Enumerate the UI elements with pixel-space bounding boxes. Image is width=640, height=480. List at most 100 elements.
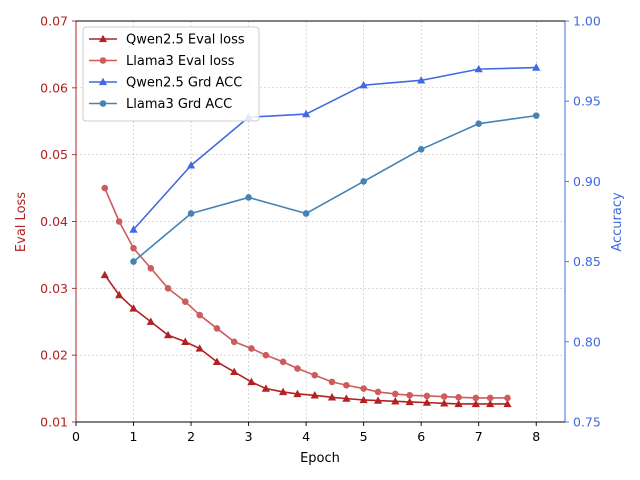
data-point-0-20 xyxy=(422,398,432,406)
data-point-0-4 xyxy=(163,330,173,339)
data-point-0-2 xyxy=(129,304,138,312)
data-point-2-4 xyxy=(359,80,368,89)
legend: Qwen2.5 Eval loss Llama3 Eval loss Qwen2.5… xyxy=(82,26,260,122)
data-point-3-5 xyxy=(417,146,425,153)
right-y-axis-title: Accuracy xyxy=(610,192,625,252)
data-point-1-3 xyxy=(147,264,155,272)
series-1 xyxy=(101,184,511,402)
right-y-tick-label-1: 0.80 xyxy=(573,334,601,349)
legend-entry-0: Qwen2.5 Eval loss xyxy=(89,33,245,48)
data-point-0-25 xyxy=(503,399,512,408)
right-y-tick-label-5: 1.00 xyxy=(573,14,601,29)
x-tick-label-2: 2 xyxy=(187,429,195,444)
left-y-axis-title: Eval Loss xyxy=(14,192,29,252)
legend-entry-2: Qwen2.5 Grd ACC xyxy=(89,76,242,91)
legend-marker-3 xyxy=(99,100,107,107)
data-point-0-17 xyxy=(373,396,383,404)
data-point-1-14 xyxy=(328,378,336,386)
right-y-tick-label-0: 0.75 xyxy=(573,415,601,430)
data-point-0-13 xyxy=(310,391,319,399)
data-point-2-0 xyxy=(129,225,138,233)
data-point-1-17 xyxy=(374,388,382,396)
data-point-1-1 xyxy=(115,218,123,225)
data-point-3-7 xyxy=(532,112,540,119)
data-point-2-6 xyxy=(474,64,483,73)
series-layer xyxy=(100,63,541,408)
data-point-2-7 xyxy=(532,63,541,71)
data-point-1-25 xyxy=(504,394,511,402)
data-point-1-18 xyxy=(391,390,399,398)
data-point-0-8 xyxy=(230,367,239,376)
legend-marker-2 xyxy=(98,77,108,86)
series-line-3 xyxy=(133,114,537,263)
x-tick-label-3: 3 xyxy=(245,429,253,444)
x-tick-label-1: 1 xyxy=(130,429,138,444)
right-y-tick-label-2: 0.85 xyxy=(573,254,601,269)
x-tick-label-4: 4 xyxy=(302,429,310,444)
data-point-3-4 xyxy=(360,178,367,185)
data-point-1-11 xyxy=(279,358,287,366)
series-3 xyxy=(130,112,540,265)
data-point-0-14 xyxy=(327,393,337,401)
right-y-tick-label-3: 0.90 xyxy=(573,174,601,189)
data-point-0-23 xyxy=(471,399,480,408)
data-point-2-1 xyxy=(186,161,196,169)
left-y-tick-label-1: 0.02 xyxy=(40,348,68,363)
data-point-1-8 xyxy=(230,338,238,346)
data-point-0-19 xyxy=(405,397,414,406)
data-point-1-20 xyxy=(423,392,431,400)
right-y-tick-label-4: 0.95 xyxy=(573,94,601,109)
legend-entry-3: Llama3 Grd ACC xyxy=(89,97,232,112)
series-0 xyxy=(100,270,512,408)
x-tick-label-8: 8 xyxy=(532,429,540,444)
legend-marker-1 xyxy=(99,57,107,64)
data-point-0-0 xyxy=(100,270,109,279)
x-axis-title: Epoch xyxy=(300,451,340,466)
data-point-1-0 xyxy=(101,184,109,192)
data-point-3-3 xyxy=(302,210,310,217)
tick-marks-and-labels: 0 1 2 3 4 5 6 7 8 0.01 0.02 0.03 0.04 0.05 0.06 0.07 0.7… xyxy=(40,14,601,445)
data-point-1-2 xyxy=(130,244,137,252)
data-point-3-1 xyxy=(187,210,195,217)
data-point-0-7 xyxy=(212,357,222,366)
data-point-1-16 xyxy=(360,385,367,392)
data-point-2-3 xyxy=(302,109,311,118)
data-point-1-4 xyxy=(164,285,172,292)
data-point-0-24 xyxy=(486,399,495,408)
data-point-0-5 xyxy=(181,337,190,345)
legend-label-1: Llama3 Eval loss xyxy=(126,54,235,69)
data-point-1-23 xyxy=(472,394,480,402)
data-point-2-5 xyxy=(417,76,426,84)
left-y-tick-label-3: 0.04 xyxy=(40,214,68,229)
data-point-0-18 xyxy=(391,397,400,405)
data-point-1-9 xyxy=(248,345,255,352)
legend-marker-0 xyxy=(98,34,108,43)
data-point-0-22 xyxy=(454,399,463,408)
left-y-tick-label-2: 0.03 xyxy=(40,281,68,296)
data-point-1-7 xyxy=(213,325,221,332)
data-point-0-21 xyxy=(440,399,449,407)
x-tick-label-6: 6 xyxy=(417,429,425,444)
data-point-1-5 xyxy=(182,298,189,306)
left-y-tick-label-0: 0.01 xyxy=(40,415,68,430)
data-point-1-13 xyxy=(311,371,319,379)
data-point-0-9 xyxy=(247,377,256,386)
data-point-0-1 xyxy=(115,290,124,299)
data-point-0-3 xyxy=(146,317,155,325)
data-point-0-10 xyxy=(261,384,270,392)
x-tick-label-0: 0 xyxy=(72,429,80,444)
legend-entry-1: Llama3 Eval loss xyxy=(89,54,235,69)
data-point-1-24 xyxy=(486,394,494,402)
data-point-0-6 xyxy=(195,344,204,352)
data-point-1-19 xyxy=(406,391,413,399)
series-2 xyxy=(129,63,541,233)
x-tick-label-7: 7 xyxy=(475,429,483,444)
series-line-2 xyxy=(132,66,537,231)
data-point-3-6 xyxy=(475,120,483,127)
data-point-1-22 xyxy=(455,393,462,401)
data-point-0-15 xyxy=(342,394,351,402)
data-point-0-12 xyxy=(293,389,302,398)
left-y-tick-label-6: 0.07 xyxy=(40,14,68,29)
data-point-1-10 xyxy=(262,351,270,359)
